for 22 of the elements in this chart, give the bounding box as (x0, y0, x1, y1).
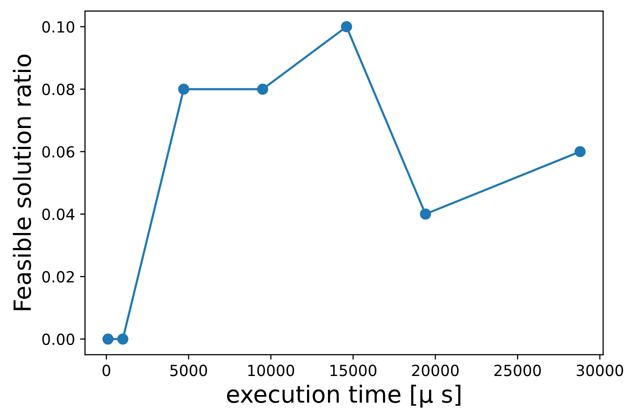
x-tick-label: 5000 (170, 364, 208, 376)
point (420, 208, 432, 220)
x-tick-label: 25000 (494, 364, 541, 376)
y-axis-title: Feasible solution ratio (12, 54, 32, 310)
y-tick-label: 0.10 (42, 21, 74, 33)
x-tick-label: 0 (102, 364, 110, 376)
x-tick-label: 10000 (248, 364, 294, 376)
point (257, 84, 268, 95)
x-tick-label: 15000 (330, 364, 376, 376)
point (117, 333, 128, 345)
y-tick-label: 0.04 (42, 208, 74, 220)
y-tick-label: 0.02 (42, 271, 74, 283)
y-tick-label: 0.06 (42, 146, 74, 158)
y-tick-label: 0.00 (42, 334, 74, 346)
x-axis-title: execution time [μ s] (227, 384, 460, 408)
point (102, 333, 114, 345)
point (574, 146, 586, 158)
x-tick-label: 20000 (412, 364, 459, 376)
x-tick-label: 30000 (576, 364, 624, 376)
point (340, 21, 352, 32)
point (178, 84, 190, 95)
y-tick-label: 0.08 (42, 84, 74, 96)
